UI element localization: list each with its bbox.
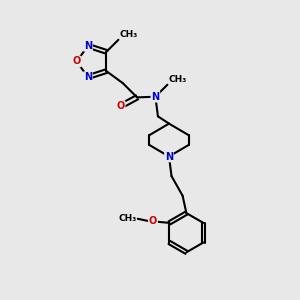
Text: O: O: [116, 101, 125, 111]
Text: N: N: [84, 41, 92, 51]
Text: O: O: [149, 216, 157, 226]
Text: N: N: [151, 92, 160, 102]
Text: O: O: [73, 56, 81, 67]
Text: N: N: [165, 152, 173, 161]
Text: CH₃: CH₃: [168, 75, 187, 84]
Text: N: N: [84, 72, 92, 82]
Text: CH₃: CH₃: [120, 29, 138, 38]
Text: CH₃: CH₃: [118, 214, 136, 223]
